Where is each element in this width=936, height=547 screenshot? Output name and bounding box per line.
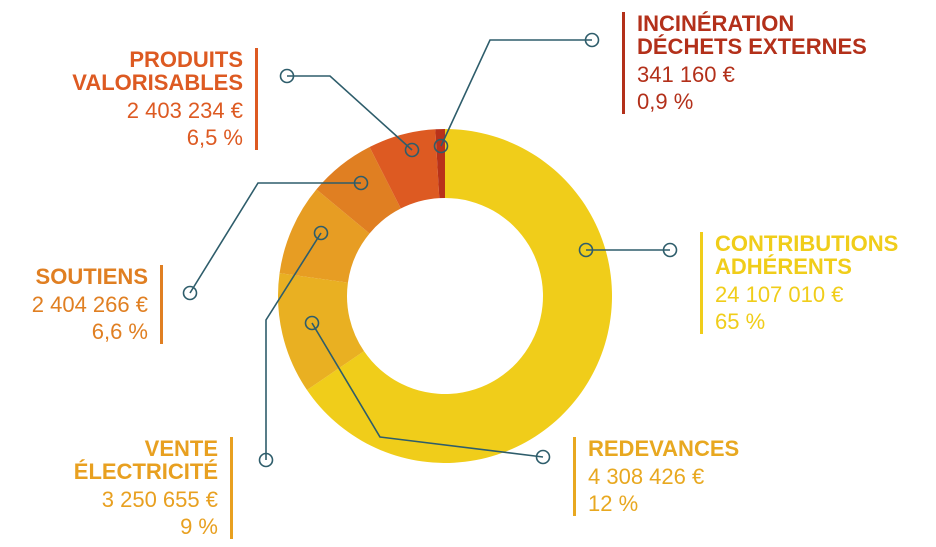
value-label: 2 403 234 € [126, 98, 243, 123]
leader-dot [313, 225, 329, 241]
percent-label: 65 % [715, 309, 766, 334]
leader-line [440, 39, 592, 147]
leader-dot [433, 138, 449, 154]
leader-line [265, 232, 322, 460]
donut-slice [279, 189, 370, 283]
label-block: SOUTIENS 2 404 266 €6,6 % [32, 265, 163, 344]
donut-slice [306, 129, 613, 463]
value-label: 2 404 266 € [31, 292, 148, 317]
label-block: INCINÉRATION DÉCHETS EXTERNES 341 160 €0,… [622, 12, 867, 114]
leader-dot [535, 449, 551, 465]
percent-label: 9 % [180, 514, 218, 539]
leader-dot [578, 242, 594, 258]
category-label: SOUTIENS [35, 264, 148, 289]
label-block: REDEVANCES 4 308 426 €12 % [573, 437, 739, 516]
value-label: 4 308 426 € [588, 464, 705, 489]
leader-dot [304, 315, 320, 331]
leader-dot [584, 32, 600, 48]
leader-line [189, 182, 361, 294]
category-label: VENTE ÉLECTRICITÉ [73, 436, 218, 484]
label-block: VENTE ÉLECTRICITÉ 3 250 655 €9 % [74, 437, 233, 539]
label-block: CONTRIBUTIONS ADHÉRENTS 24 107 010 €65 % [700, 232, 898, 334]
value-label: 24 107 010 € [715, 282, 844, 307]
leader-dot [279, 68, 295, 84]
value-label: 3 250 655 € [101, 487, 218, 512]
category-label: INCINÉRATION DÉCHETS EXTERNES [637, 11, 867, 59]
leader-dot [404, 142, 420, 158]
leader-line [287, 75, 413, 151]
category-label: PRODUITS VALORISABLES [72, 47, 243, 95]
donut-slice [369, 129, 440, 209]
donut-slice [278, 273, 365, 391]
leader-line [311, 322, 544, 458]
category-label: CONTRIBUTIONS ADHÉRENTS [715, 231, 899, 279]
donut-slice [435, 129, 445, 199]
leader-dot [258, 452, 274, 468]
donut-slice [316, 146, 401, 234]
value-label: 341 160 € [637, 62, 735, 87]
label-block: PRODUITS VALORISABLES 2 403 234 €6,5 % [72, 48, 258, 150]
percent-label: 6,5 % [186, 125, 243, 150]
leader-dot [182, 285, 198, 301]
percent-label: 6,6 % [91, 319, 148, 344]
percent-label: 12 % [588, 491, 639, 516]
category-label: REDEVANCES [588, 436, 740, 461]
leader-dot [353, 175, 369, 191]
percent-label: 0,9 % [637, 89, 694, 114]
leader-dot [662, 242, 678, 258]
